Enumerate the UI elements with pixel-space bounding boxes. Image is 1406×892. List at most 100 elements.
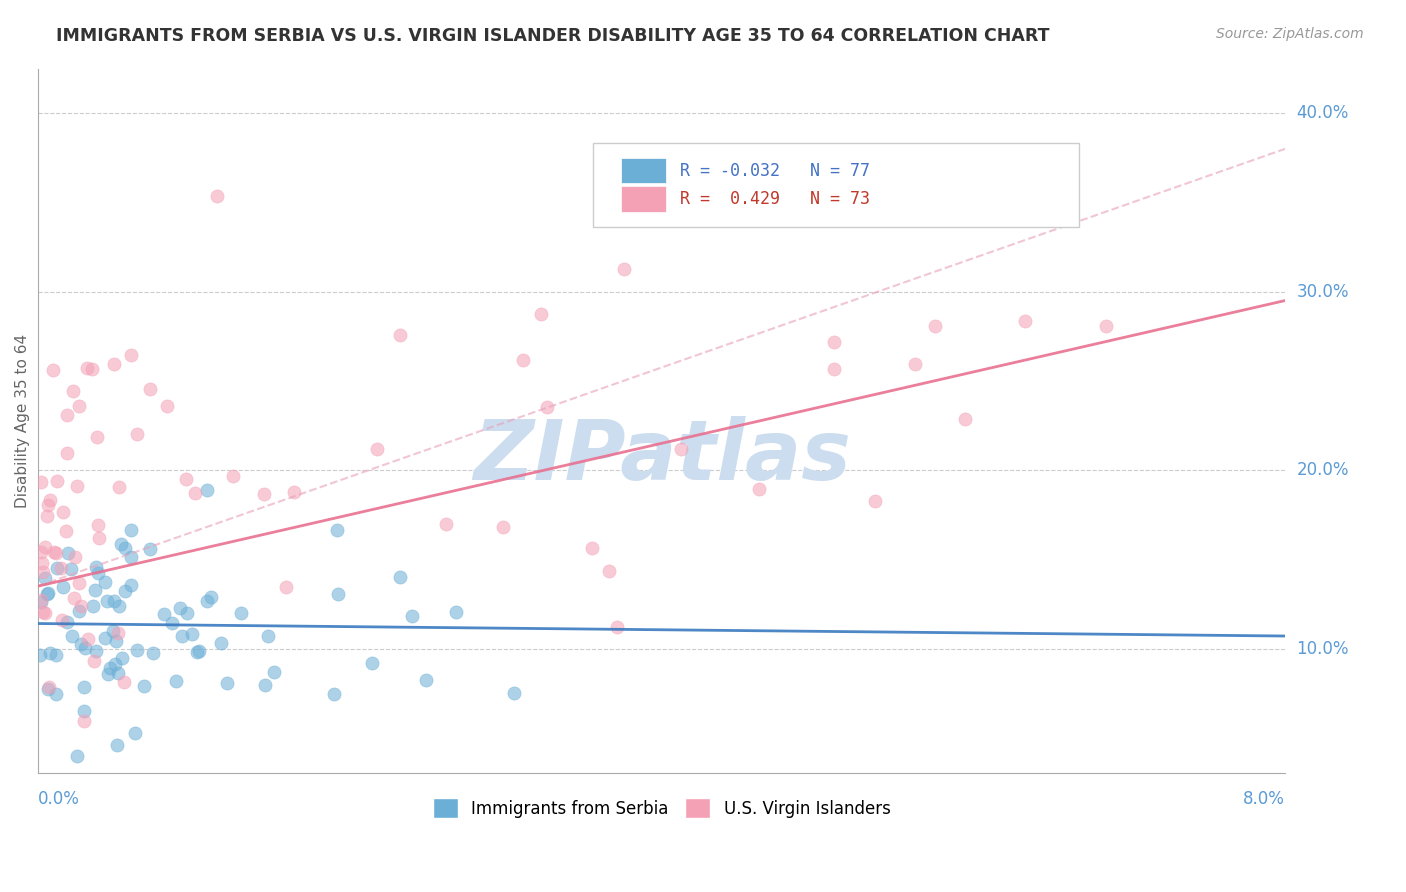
Point	[45, 546, 67, 560]
Point	[254, 677, 277, 691]
Point	[56, 446, 79, 460]
Point	[56, 615, 79, 629]
Point	[366, 442, 388, 457]
Point	[253, 487, 276, 501]
Text: R =  0.429   N = 73: R = 0.429 N = 73	[681, 190, 870, 208]
FancyBboxPatch shape	[620, 158, 665, 184]
Legend: Immigrants from Serbia, U.S. Virgin Islanders: Immigrants from Serbia, U.S. Virgin Isla…	[426, 791, 897, 825]
Point	[30, 545, 52, 559]
Point	[87, 531, 110, 545]
Point	[114, 584, 136, 599]
Point	[257, 629, 280, 643]
Text: 20.0%: 20.0%	[1296, 461, 1348, 479]
Point	[66, 748, 89, 763]
Point	[66, 479, 89, 493]
Point	[41, 363, 63, 377]
Point	[536, 400, 558, 414]
Point	[195, 483, 218, 497]
Point	[51, 613, 73, 627]
Point	[326, 587, 349, 601]
Point	[75, 640, 97, 655]
Point	[67, 400, 90, 414]
Point	[107, 665, 129, 680]
Point	[31, 556, 53, 570]
Point	[107, 480, 129, 494]
Text: IMMIGRANTS FROM SERBIA VS U.S. VIRGIN ISLANDER DISABILITY AGE 35 TO 64 CORRELATI: IMMIGRANTS FROM SERBIA VS U.S. VIRGIN IS…	[56, 27, 1050, 45]
Point	[63, 549, 86, 564]
Text: Source: ZipAtlas.com: Source: ZipAtlas.com	[1216, 27, 1364, 41]
Point	[45, 474, 67, 488]
Point	[125, 427, 148, 442]
Point	[86, 430, 108, 444]
Point	[924, 319, 946, 334]
Point	[67, 576, 90, 591]
Point	[87, 566, 110, 580]
Text: R = -0.032   N = 77: R = -0.032 N = 77	[681, 161, 870, 179]
Point	[28, 648, 51, 663]
Point	[67, 604, 90, 618]
Text: 8.0%: 8.0%	[1243, 790, 1285, 808]
Point	[62, 591, 84, 605]
Point	[76, 361, 98, 376]
Point	[863, 494, 886, 508]
Point	[58, 546, 80, 560]
Point	[326, 523, 349, 537]
Point	[77, 632, 100, 647]
Point	[108, 599, 131, 613]
Point	[103, 594, 125, 608]
Point	[176, 607, 198, 621]
Point	[142, 646, 165, 660]
Point	[152, 607, 174, 622]
Point	[174, 472, 197, 486]
Point	[34, 540, 56, 554]
Point	[138, 382, 160, 396]
Point	[120, 348, 142, 362]
Point	[231, 606, 253, 620]
Point	[184, 486, 207, 500]
Point	[45, 648, 67, 663]
Point	[512, 353, 534, 368]
Point	[34, 571, 56, 585]
Point	[82, 362, 104, 376]
Point	[45, 561, 67, 575]
Point	[120, 550, 142, 565]
Text: 40.0%: 40.0%	[1296, 104, 1348, 122]
Point	[98, 661, 121, 675]
Point	[114, 541, 136, 556]
Point	[606, 620, 628, 634]
Point	[104, 634, 127, 648]
Point	[389, 328, 412, 343]
Point	[205, 189, 228, 203]
Point	[82, 599, 104, 613]
Point	[84, 583, 107, 598]
Point	[200, 590, 222, 604]
Point	[60, 629, 83, 643]
Point	[263, 665, 285, 680]
Point	[84, 644, 107, 658]
Point	[169, 600, 191, 615]
Point	[110, 536, 132, 550]
Point	[112, 674, 135, 689]
Point	[823, 361, 845, 376]
Point	[97, 667, 120, 681]
Point	[103, 357, 125, 371]
Text: 0.0%: 0.0%	[38, 790, 80, 808]
Point	[86, 560, 108, 574]
Point	[38, 680, 60, 694]
Point	[747, 482, 769, 496]
Point	[195, 594, 218, 608]
Point	[31, 595, 53, 609]
Point	[823, 334, 845, 349]
Point	[139, 541, 162, 556]
Point	[187, 644, 209, 658]
Point	[37, 509, 59, 524]
Point	[30, 592, 52, 607]
Point	[120, 523, 142, 537]
FancyBboxPatch shape	[620, 186, 665, 211]
Point	[581, 541, 603, 555]
Point	[444, 605, 467, 619]
Point	[37, 682, 59, 697]
Point	[69, 599, 91, 614]
Point	[37, 498, 59, 512]
Point	[491, 520, 513, 534]
